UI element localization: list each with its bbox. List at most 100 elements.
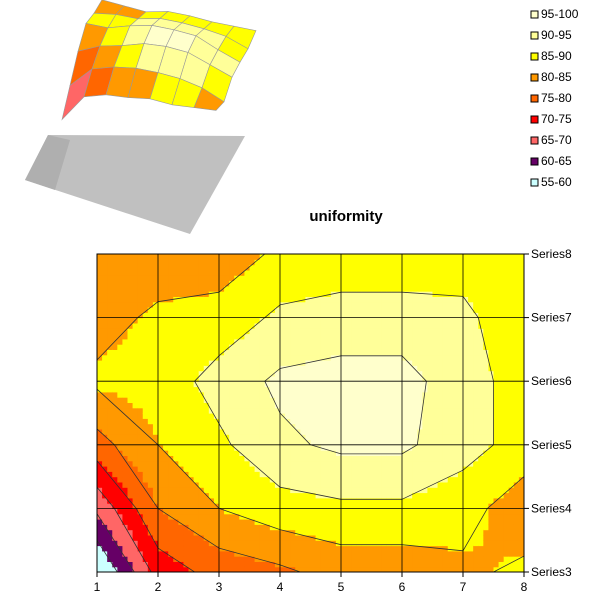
contour-cell xyxy=(341,550,347,557)
contour-cell xyxy=(315,264,322,271)
contour-cell xyxy=(234,301,240,308)
contour-cell xyxy=(254,524,261,531)
contour-cell xyxy=(229,360,235,366)
contour-cell xyxy=(320,375,327,382)
contour-cell xyxy=(341,487,347,494)
contour-cell xyxy=(132,344,139,350)
contour-cell xyxy=(518,418,524,425)
contour-cell xyxy=(97,471,103,478)
contour-cell xyxy=(183,269,190,276)
contour-cell xyxy=(112,391,118,398)
contour-cell xyxy=(442,534,449,541)
contour-cell xyxy=(163,428,169,435)
contour-cell xyxy=(219,269,225,276)
contour-cell xyxy=(468,503,474,509)
contour-cell xyxy=(335,360,342,366)
contour-cell xyxy=(208,545,215,552)
contour-cell xyxy=(341,545,347,552)
contour-cell xyxy=(447,312,454,319)
contour-cell xyxy=(122,291,129,297)
contour-cell xyxy=(366,397,373,403)
contour-cell xyxy=(269,338,276,345)
contour-cell xyxy=(493,354,500,361)
contour-cell xyxy=(285,344,291,350)
contour-cell xyxy=(127,301,134,308)
contour-cell xyxy=(198,328,205,335)
contour-cell xyxy=(97,519,103,525)
contour-cell xyxy=(371,497,378,504)
contour-cell xyxy=(274,285,281,292)
contour-cell xyxy=(122,328,129,335)
contour-cell xyxy=(463,439,469,446)
contour-cell xyxy=(315,291,322,297)
contour-cell xyxy=(442,307,449,313)
contour-cell xyxy=(386,545,393,552)
contour-cell xyxy=(508,519,515,525)
contour-cell xyxy=(483,360,490,366)
contour-cell xyxy=(381,487,388,494)
contour-cell xyxy=(219,540,225,547)
contour-cell xyxy=(295,360,301,366)
contour-cell xyxy=(346,566,352,572)
contour-cell xyxy=(269,285,276,292)
contour-cell xyxy=(498,428,505,435)
contour-cell xyxy=(457,503,464,509)
contour-cell xyxy=(122,381,129,388)
contour-cell xyxy=(97,444,103,451)
contour-cell xyxy=(376,259,383,266)
contour-cell xyxy=(290,344,296,350)
contour-cell xyxy=(280,497,286,504)
contour-cell xyxy=(381,460,388,467)
contour-cell xyxy=(381,503,388,509)
contour-cell xyxy=(173,561,179,568)
contour-cell xyxy=(213,386,220,393)
contour-cell xyxy=(163,296,169,303)
contour-cell xyxy=(244,556,251,562)
contour-cell xyxy=(229,338,235,345)
contour-cell xyxy=(371,423,378,430)
contour-cell xyxy=(412,391,418,398)
contour-cell xyxy=(478,333,484,340)
contour-cell xyxy=(437,566,444,572)
contour-cell xyxy=(142,296,149,303)
contour-cell xyxy=(117,254,124,260)
contour-cell xyxy=(330,503,337,509)
contour-cell xyxy=(513,466,520,472)
contour-cell xyxy=(203,354,210,361)
contour-cell xyxy=(452,450,459,456)
contour-cell xyxy=(203,439,210,446)
contour-cell xyxy=(335,312,342,319)
contour-cell xyxy=(213,397,220,403)
contour-cell xyxy=(280,444,286,451)
contour-cell xyxy=(391,407,398,414)
contour-cell xyxy=(229,312,235,319)
contour-cell xyxy=(132,322,139,329)
contour-cell xyxy=(376,338,383,345)
contour-cell xyxy=(518,545,524,552)
contour-cell xyxy=(244,285,251,292)
contour-cell xyxy=(117,301,124,308)
contour-cell xyxy=(361,434,368,441)
contour-cell xyxy=(320,386,327,393)
contour-cell xyxy=(173,386,179,393)
contour-cell xyxy=(290,556,296,562)
contour-cell xyxy=(498,391,505,398)
contour-cell xyxy=(264,550,271,557)
contour-cell xyxy=(417,375,423,382)
contour-cell xyxy=(386,381,393,388)
contour-cell xyxy=(280,259,286,266)
contour-cell xyxy=(483,444,490,451)
contour-cell xyxy=(361,561,368,568)
contour-cell xyxy=(478,349,484,356)
contour-cell xyxy=(412,354,418,361)
contour-cell xyxy=(239,450,246,456)
contour-cell xyxy=(396,439,403,446)
contour-cell xyxy=(341,291,347,297)
contour-cell xyxy=(341,508,347,515)
contour-cell xyxy=(437,428,444,435)
contour-cell xyxy=(132,471,139,478)
contour-cell xyxy=(102,439,108,446)
contour-cell xyxy=(356,550,362,557)
contour-cell xyxy=(213,407,220,414)
contour-cell xyxy=(274,375,281,382)
